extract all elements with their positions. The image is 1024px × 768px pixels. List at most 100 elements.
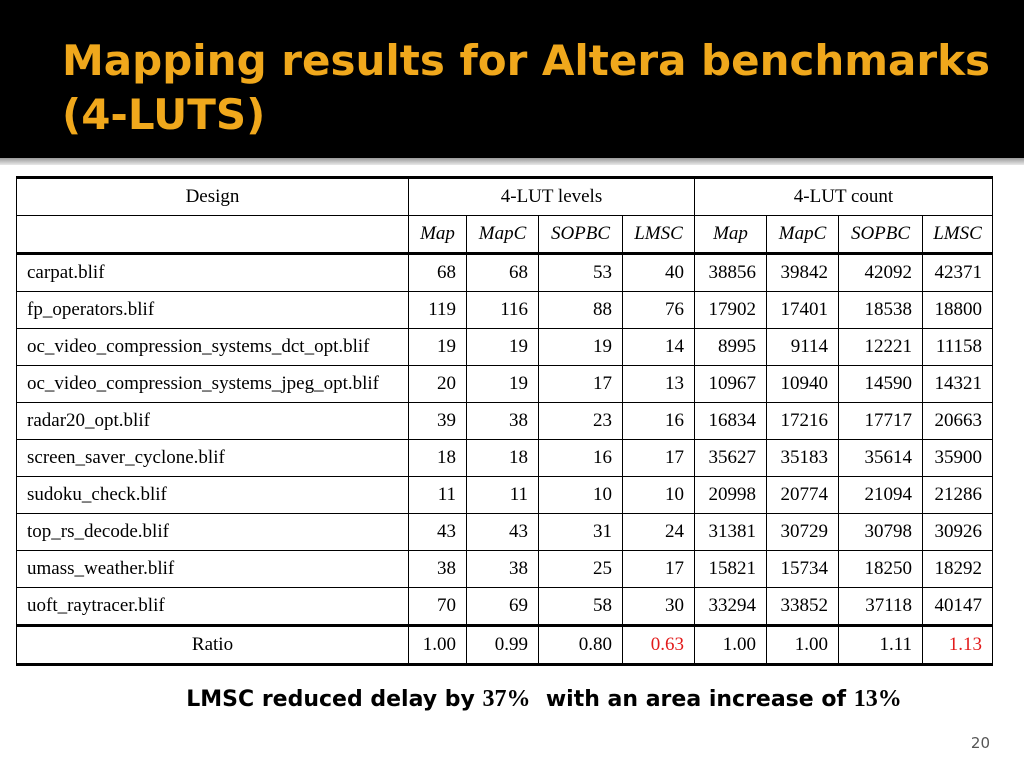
- value-cell: 38: [408, 550, 467, 588]
- ratio-label: Ratio: [16, 624, 409, 666]
- value-cell: 10: [538, 476, 623, 514]
- value-cell: 21094: [838, 476, 923, 514]
- ratio-cell: 1.00: [766, 624, 839, 666]
- value-cell: 12221: [838, 328, 923, 366]
- value-cell: 38856: [694, 252, 767, 292]
- value-cell: 40: [622, 252, 695, 292]
- value-cell: 18538: [838, 291, 923, 329]
- design-cell: uoft_raytracer.blif: [16, 587, 409, 626]
- table-row: top_rs_decode.blif 43 43 31 24 31381 307…: [16, 513, 993, 551]
- value-cell: 30798: [838, 513, 923, 551]
- value-cell: 16834: [694, 402, 767, 440]
- value-cell: 30729: [766, 513, 839, 551]
- value-cell: 25: [538, 550, 623, 588]
- results-table: Design 4-LUT levels 4-LUT count Map MapC…: [16, 176, 993, 666]
- value-cell: 69: [466, 587, 539, 626]
- value-cell: 14: [622, 328, 695, 366]
- value-cell: 43: [466, 513, 539, 551]
- lut-count-header: 4-LUT count: [694, 176, 993, 216]
- table-row: radar20_opt.blif 39 38 23 16 16834 17216…: [16, 402, 993, 440]
- value-cell: 18: [408, 439, 467, 477]
- value-cell: 20774: [766, 476, 839, 514]
- ratio-cell: 0.99: [466, 624, 539, 666]
- value-cell: 53: [538, 252, 623, 292]
- value-cell: 18292: [922, 550, 993, 588]
- value-cell: 9114: [766, 328, 839, 366]
- value-cell: 18800: [922, 291, 993, 329]
- table-subheader-row: Map MapC SOPBC LMSC Map MapC SOPBC LMSC: [16, 215, 993, 254]
- value-cell: 35614: [838, 439, 923, 477]
- value-cell: 8995: [694, 328, 767, 366]
- value-cell: 15821: [694, 550, 767, 588]
- design-cell: screen_saver_cyclone.blif: [16, 439, 409, 477]
- value-cell: 19: [538, 328, 623, 366]
- lut-levels-header: 4-LUT levels: [408, 176, 695, 216]
- value-cell: 35627: [694, 439, 767, 477]
- value-cell: 33294: [694, 587, 767, 626]
- ratio-row: Ratio 1.00 0.99 0.80 0.63 1.00 1.00 1.11…: [16, 624, 993, 666]
- value-cell: 23: [538, 402, 623, 440]
- value-cell: 68: [408, 252, 467, 292]
- slide-title: Mapping results for Altera benchmarks(4-…: [62, 36, 991, 139]
- value-cell: 15734: [766, 550, 839, 588]
- value-cell: 17902: [694, 291, 767, 329]
- title-bar: Mapping results for Altera benchmarks(4-…: [0, 0, 1024, 158]
- summary-text: with an area increase of: [530, 687, 854, 712]
- value-cell: 116: [466, 291, 539, 329]
- value-cell: 19: [466, 365, 539, 403]
- ratio-cell: 1.11: [838, 624, 923, 666]
- table-row: screen_saver_cyclone.blif 18 18 16 17 35…: [16, 439, 993, 477]
- value-cell: 38: [466, 550, 539, 588]
- summary-statement: LMSC reduced delay by 37% with an area i…: [0, 686, 1024, 713]
- value-cell: 11: [466, 476, 539, 514]
- value-cell: 19: [408, 328, 467, 366]
- value-cell: 20663: [922, 402, 993, 440]
- value-cell: 13: [622, 365, 695, 403]
- col-header: Map: [408, 215, 467, 254]
- value-cell: 119: [408, 291, 467, 329]
- value-cell: 35183: [766, 439, 839, 477]
- value-cell: 35900: [922, 439, 993, 477]
- col-header: SOPBC: [838, 215, 923, 254]
- value-cell: 30926: [922, 513, 993, 551]
- value-cell: 17216: [766, 402, 839, 440]
- table-row: sudoku_check.blif 11 11 10 10 20998 2077…: [16, 476, 993, 514]
- table-row: umass_weather.blif 38 38 25 17 15821 157…: [16, 550, 993, 588]
- value-cell: 38: [466, 402, 539, 440]
- value-cell: 17: [622, 550, 695, 588]
- area-increase-value: 13%: [853, 686, 902, 712]
- value-cell: 10: [622, 476, 695, 514]
- value-cell: 10940: [766, 365, 839, 403]
- design-cell: radar20_opt.blif: [16, 402, 409, 440]
- ratio-cell-highlight: 1.13: [922, 624, 993, 666]
- value-cell: 21286: [922, 476, 993, 514]
- design-cell: oc_video_compression_systems_jpeg_opt.bl…: [16, 365, 409, 403]
- value-cell: 24: [622, 513, 695, 551]
- value-cell: 31: [538, 513, 623, 551]
- value-cell: 17401: [766, 291, 839, 329]
- value-cell: 43: [408, 513, 467, 551]
- value-cell: 39: [408, 402, 467, 440]
- value-cell: 16: [538, 439, 623, 477]
- value-cell: 33852: [766, 587, 839, 626]
- design-column-header: Design: [16, 176, 409, 216]
- value-cell: 31381: [694, 513, 767, 551]
- value-cell: 14321: [922, 365, 993, 403]
- value-cell: 17717: [838, 402, 923, 440]
- table-row: uoft_raytracer.blif 70 69 58 30 33294 33…: [16, 587, 993, 626]
- table-row: oc_video_compression_systems_jpeg_opt.bl…: [16, 365, 993, 403]
- value-cell: 11: [408, 476, 467, 514]
- design-cell: carpat.blif: [16, 252, 409, 292]
- design-cell: oc_video_compression_systems_dct_opt.bli…: [16, 328, 409, 366]
- value-cell: 19: [466, 328, 539, 366]
- design-cell: sudoku_check.blif: [16, 476, 409, 514]
- table-row: oc_video_compression_systems_dct_opt.bli…: [16, 328, 993, 366]
- value-cell: 18: [466, 439, 539, 477]
- ratio-cell: 1.00: [694, 624, 767, 666]
- value-cell: 68: [466, 252, 539, 292]
- ratio-cell: 0.80: [538, 624, 623, 666]
- title-divider: [0, 158, 1024, 165]
- col-header: MapC: [466, 215, 539, 254]
- table-row: fp_operators.blif 119 116 88 76 17902 17…: [16, 291, 993, 329]
- design-cell: umass_weather.blif: [16, 550, 409, 588]
